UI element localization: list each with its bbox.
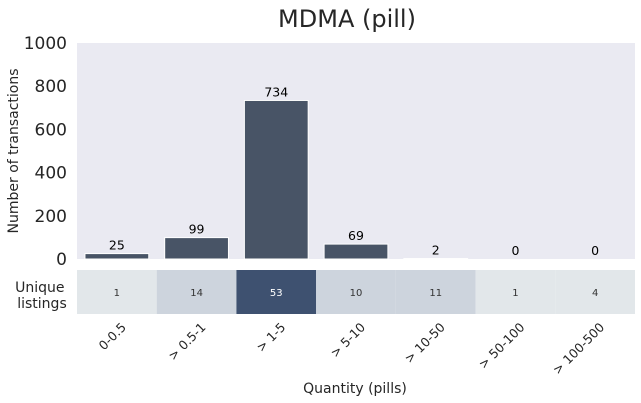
heatmap-cell-value: 10	[350, 288, 363, 299]
heatmap-row-label: Unique listings	[15, 280, 69, 312]
heatmap-cell-value: 53	[270, 288, 283, 299]
bar-value-label: 2	[432, 243, 440, 258]
x-tick-label: > 5-10	[327, 319, 368, 360]
x-tick-label: > 0.5-1	[165, 320, 209, 364]
heatmap-cell	[236, 270, 317, 314]
bars	[84, 99, 469, 260]
heatmap-cell	[316, 270, 396, 314]
x-axis-label: Quantity (pills)	[303, 381, 407, 397]
x-tick-label: > 50-100	[475, 319, 527, 371]
bar-labels: 25 99 734 69 2 0 0	[109, 84, 599, 258]
heatmap-row-label-line-2: listings	[17, 296, 67, 312]
bar	[84, 253, 150, 260]
y-tick-label: 200	[35, 207, 67, 227]
x-tick-label: > 1-5	[253, 320, 288, 355]
heatmap-cell-value: 14	[190, 288, 203, 299]
x-tick-label: 0-0.5	[96, 320, 129, 353]
y-tick-label: 800	[35, 77, 67, 97]
unique-listings-strip: 1 14 53 10 11 1 4	[77, 270, 635, 314]
y-tick-label: 600	[35, 120, 67, 140]
heatmap-cell	[555, 270, 635, 314]
heatmap-cell-value: 11	[429, 288, 442, 299]
chart-title: MDMA (pill)	[278, 5, 416, 33]
bar-value-label: 734	[264, 84, 288, 99]
heatmap-cell	[77, 270, 157, 314]
bar	[243, 99, 309, 260]
plot-background	[77, 43, 635, 259]
heatmap-cell	[475, 270, 556, 314]
x-tick-label: > 100-500	[550, 319, 608, 377]
bar-value-label: 99	[189, 222, 205, 237]
heatmap-cell	[395, 270, 476, 314]
bar-value-label: 25	[109, 238, 125, 253]
y-ticks: 0 200 400 600 800 1000	[24, 34, 67, 270]
heatmap-cell-value: 1	[512, 288, 518, 299]
bar-value-label: 0	[511, 243, 519, 258]
y-tick-label: 1000	[24, 34, 67, 54]
bar	[323, 243, 389, 260]
y-axis-label: Number of transactions	[6, 68, 22, 233]
bar	[164, 237, 229, 260]
bar-value-label: 0	[591, 243, 599, 258]
x-tick-labels: 0-0.5 > 0.5-1 > 1-5 > 5-10 > 10-50 > 50-100 > …	[96, 319, 608, 377]
heatmap-cell	[156, 270, 237, 314]
heatmap-cell-value: 4	[592, 288, 598, 299]
heatmap-cell-value: 1	[114, 288, 120, 299]
x-tick-label: > 10-50	[401, 319, 448, 366]
y-tick-label: 0	[56, 250, 67, 270]
y-tick-label: 400	[35, 164, 67, 184]
bar-value-label: 69	[348, 228, 364, 243]
heatmap-row-label-line-1: Unique	[15, 280, 64, 296]
